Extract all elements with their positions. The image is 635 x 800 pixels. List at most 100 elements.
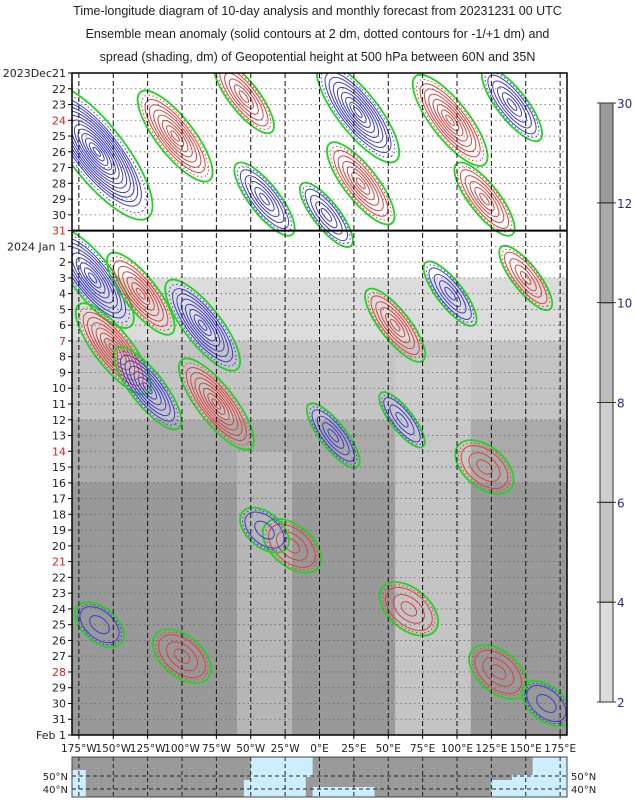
colorbar-label: 10 — [617, 297, 632, 311]
anomaly-contour — [89, 615, 110, 635]
map-lat-label-left: 40°N — [43, 785, 68, 796]
anomaly-dotted-contour — [72, 90, 148, 214]
zero-contour — [74, 601, 125, 649]
anomaly-contour — [72, 237, 127, 319]
y-tick-label: 2024 Jan 1 — [7, 240, 66, 253]
anomaly-contour — [238, 90, 250, 104]
anomaly-contour — [487, 74, 537, 135]
anomaly-contour — [469, 181, 500, 218]
map-lat-label-left: 50°N — [43, 772, 68, 783]
y-tick-label: 4 — [59, 288, 66, 301]
anomaly-contour — [501, 92, 523, 117]
anomaly-contour — [72, 247, 118, 309]
anomaly-contour — [441, 109, 460, 132]
anomaly-contour — [315, 201, 338, 229]
anomaly-contour — [375, 301, 415, 350]
x-tick-label: 50°E — [376, 743, 401, 755]
negative-anomaly-contours — [239, 506, 290, 554]
anomaly-contour — [113, 260, 169, 328]
anomaly-contour — [514, 264, 537, 292]
anomaly-contour — [464, 175, 505, 224]
zero-contour — [164, 278, 241, 372]
anomaly-contour — [91, 322, 136, 376]
anomaly-dotted-contour — [416, 78, 485, 162]
y-tick-label: 15 — [52, 461, 66, 474]
anomaly-dotted-contour — [523, 682, 567, 725]
y-tick-label: 5 — [59, 303, 66, 316]
map-lat-label-right: 50°N — [571, 772, 596, 783]
y-tick-label: 2 — [59, 256, 66, 269]
colorbar-segment — [599, 402, 614, 503]
anomaly-contour — [79, 606, 120, 644]
anomaly-contour — [311, 409, 355, 462]
anomaly-contour — [341, 91, 375, 133]
chart-title-line-1: Time-longitude diagram of 10-day analysi… — [73, 4, 562, 18]
negative-anomaly-contours — [72, 226, 135, 329]
anomaly-contour — [189, 309, 216, 342]
x-tick-label: 25°W — [271, 743, 301, 755]
colorbar-segment — [599, 202, 614, 304]
zero-contour — [112, 346, 183, 431]
anomaly-contour — [316, 415, 350, 456]
y-tick-label: 6 — [59, 319, 66, 332]
anomaly-contour — [333, 149, 389, 217]
zero-contour — [178, 357, 255, 451]
anomaly-contour — [211, 398, 222, 410]
zero-contour — [422, 260, 478, 327]
y-tick-label: 26 — [52, 146, 66, 159]
anomaly-contour — [180, 298, 225, 352]
positive-anomaly-contours — [151, 628, 213, 684]
anomaly-contour — [345, 96, 371, 128]
colorbar-label: 2 — [617, 696, 625, 710]
y-tick-label: 23 — [52, 587, 66, 600]
anomaly-contour — [72, 110, 131, 194]
anomaly-contour — [88, 142, 105, 162]
anomaly-contour — [197, 319, 208, 331]
anomaly-contour — [439, 280, 462, 308]
map-frame — [71, 756, 568, 798]
anomaly-dotted-contour — [116, 350, 179, 426]
anomaly-contour — [224, 73, 264, 121]
anomaly-contour — [380, 307, 411, 344]
anomaly-contour — [244, 175, 285, 224]
anomaly-contour — [336, 86, 380, 138]
anomaly-contour — [492, 80, 532, 129]
anomaly-contour — [423, 88, 477, 153]
y-tick-label: 23 — [52, 99, 66, 112]
zero-contour — [106, 251, 176, 336]
anomaly-contour — [395, 411, 409, 428]
anomaly-contour — [233, 84, 254, 109]
y-tick-label: 30 — [52, 209, 66, 222]
anomaly-contour — [158, 634, 206, 679]
anomaly-contour — [476, 459, 493, 475]
anomaly-contour — [185, 303, 221, 347]
zero-contour — [378, 391, 426, 449]
anomaly-dotted-contour — [77, 603, 122, 646]
colorbar-label: 8 — [617, 397, 625, 411]
colorbar-segment — [599, 501, 614, 603]
anomaly-contour — [351, 171, 371, 195]
anomaly-contour — [117, 265, 164, 322]
anomaly-dotted-contour — [242, 509, 287, 551]
x-tick-label: 175°W — [61, 743, 97, 755]
plot-area — [72, 73, 567, 735]
colorbar-label: 6 — [617, 496, 625, 510]
anomaly-contour — [506, 98, 518, 111]
anomaly-contour — [75, 257, 110, 299]
positive-anomaly-contours — [178, 357, 255, 451]
anomaly-contour — [81, 133, 113, 171]
x-tick-label: 100°E — [441, 743, 473, 755]
anomaly-contour — [129, 365, 167, 411]
anomaly-contour — [349, 101, 367, 123]
anomaly-contour — [142, 382, 153, 395]
map-north-sea — [298, 757, 313, 777]
anomaly-dotted-contour — [182, 362, 251, 446]
anomaly-contour — [239, 169, 290, 229]
anomaly-contour — [436, 104, 464, 137]
anomaly-contour — [259, 192, 270, 206]
y-tick-label: 26 — [52, 634, 66, 647]
x-tick-label: 175°E — [544, 743, 576, 755]
anomaly-contour — [228, 78, 259, 115]
colorbar-label: 4 — [617, 596, 625, 610]
anomaly-contour — [385, 586, 433, 631]
